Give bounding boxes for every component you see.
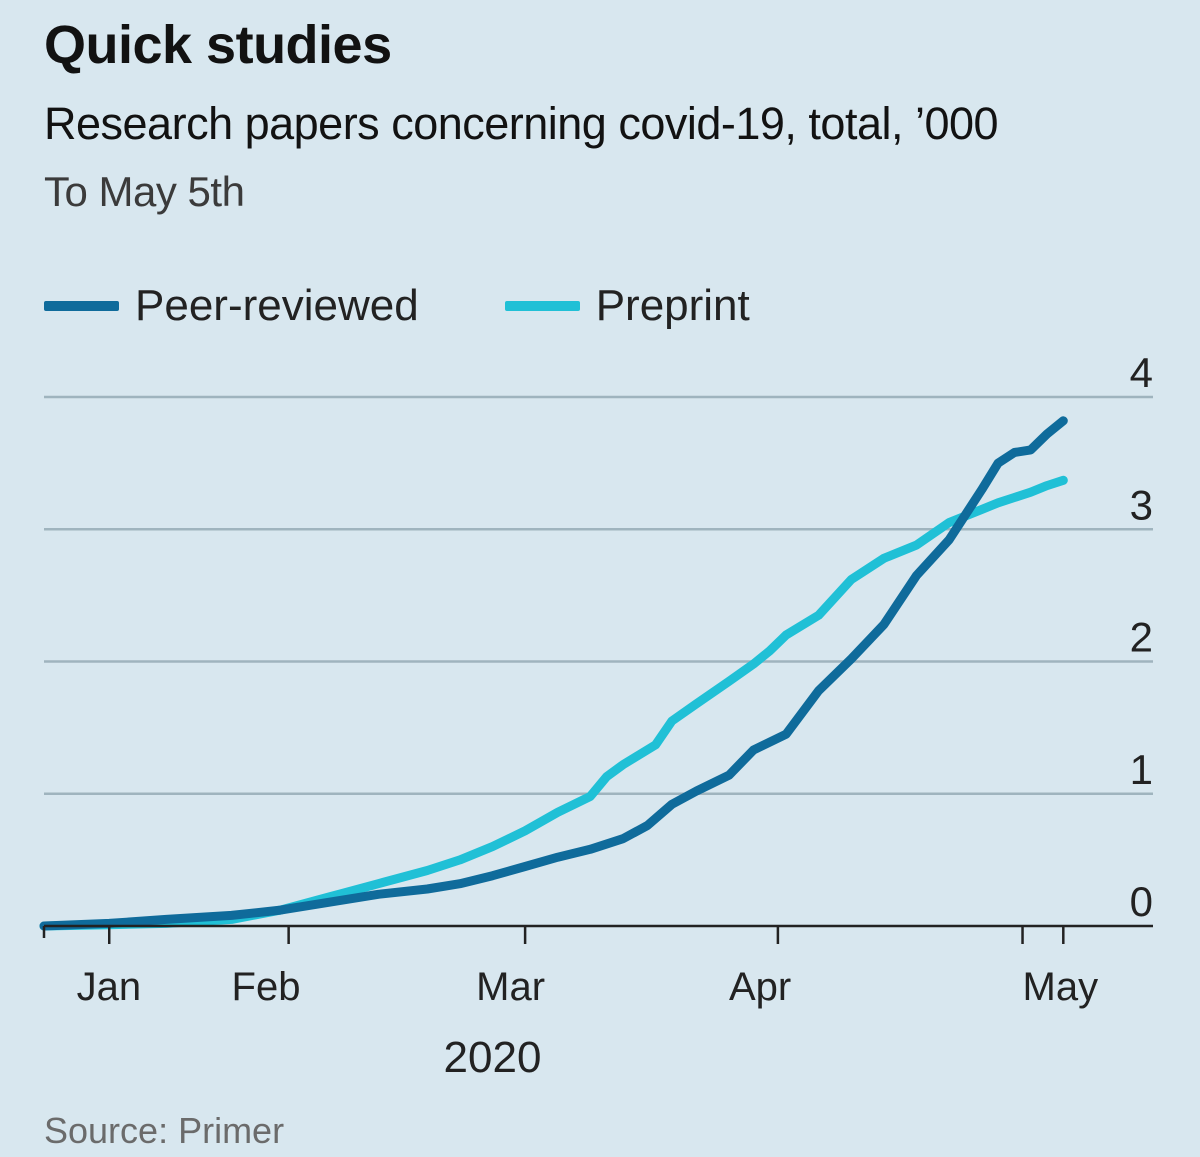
x-tick-label-feb: Feb xyxy=(232,965,301,1009)
legend-swatch-peer-reviewed xyxy=(44,301,119,311)
legend-label-preprint: Preprint xyxy=(595,281,750,330)
series-line-peer-reviewed xyxy=(39,416,1068,931)
chart-subtitle: Research papers concerning covid-19, tot… xyxy=(44,98,999,149)
source-note: Source: Primer xyxy=(44,1110,285,1151)
y-tick-label: 4 xyxy=(1130,349,1153,396)
x-tick-label-may: May xyxy=(1023,965,1099,1009)
legend-item-preprint: Preprint xyxy=(504,281,750,331)
legend-label-peer-reviewed: Peer-reviewed xyxy=(135,281,419,330)
x-tick-label-mar: Mar xyxy=(476,965,545,1009)
y-tick-label: 3 xyxy=(1130,481,1153,528)
chart-note: To May 5th xyxy=(44,168,245,215)
x-tick-label-apr: Apr xyxy=(729,965,791,1009)
legend-swatch-preprint xyxy=(504,301,580,311)
y-tick-label: 1 xyxy=(1130,746,1153,793)
y-tick-label: 0 xyxy=(1130,878,1153,925)
y-tick-label: 2 xyxy=(1130,614,1153,661)
legend: Peer-reviewed Preprint xyxy=(44,276,836,336)
x-tick-label-jan: Jan xyxy=(77,965,142,1009)
legend-item-peer-reviewed: Peer-reviewed xyxy=(44,281,419,331)
x-year-label: 2020 xyxy=(444,1033,542,1082)
chart-title: Quick studies xyxy=(44,15,392,75)
